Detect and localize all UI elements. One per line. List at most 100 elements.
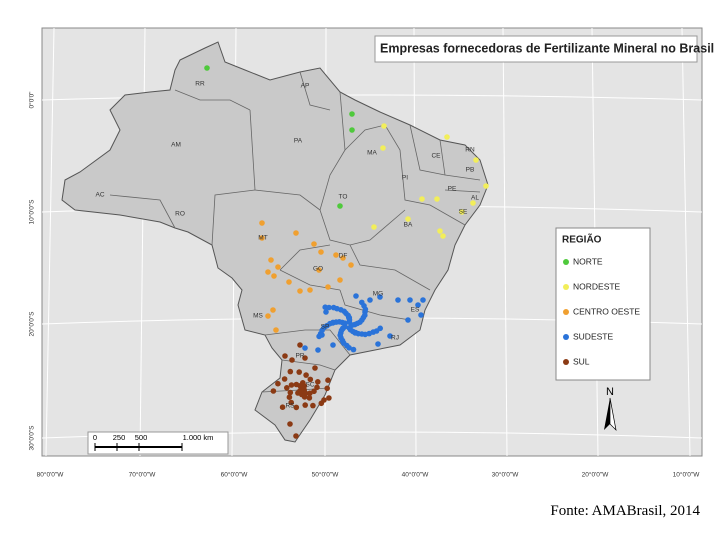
company-point bbox=[419, 196, 425, 202]
company-point bbox=[286, 394, 293, 401]
state-label: AP bbox=[301, 83, 310, 90]
state-label: GO bbox=[313, 266, 323, 273]
legend-swatch bbox=[563, 259, 569, 265]
company-point bbox=[349, 127, 355, 133]
company-point bbox=[312, 365, 318, 371]
company-point bbox=[265, 269, 271, 275]
legend-swatch bbox=[563, 284, 569, 290]
company-point bbox=[373, 328, 380, 334]
state-label: RS bbox=[285, 403, 295, 410]
company-point bbox=[420, 297, 426, 303]
company-point bbox=[375, 341, 381, 347]
state-label: AL bbox=[471, 195, 479, 202]
scale-label: 1.000 km bbox=[183, 433, 214, 442]
scale-bar bbox=[87, 431, 229, 455]
state-borders bbox=[109, 71, 481, 393]
north-label: N bbox=[606, 386, 614, 398]
company-point bbox=[321, 397, 327, 403]
company-point bbox=[330, 342, 336, 348]
company-point bbox=[395, 297, 401, 303]
company-point bbox=[407, 297, 413, 303]
company-point bbox=[418, 312, 424, 318]
latitude-label: 0°0'0" bbox=[28, 91, 36, 109]
state-label: PI bbox=[402, 175, 408, 182]
company-point bbox=[265, 313, 271, 319]
state-label: SE bbox=[459, 209, 468, 216]
company-point bbox=[204, 65, 210, 71]
scale-label: 500 bbox=[135, 433, 148, 442]
company-point bbox=[323, 309, 329, 315]
legend-label: NORTE bbox=[573, 256, 603, 266]
company-point bbox=[362, 312, 368, 319]
company-point bbox=[325, 284, 331, 290]
state-label: MA bbox=[367, 150, 377, 157]
state-label: RJ bbox=[391, 335, 399, 342]
company-point bbox=[306, 395, 313, 401]
company-point bbox=[259, 220, 265, 226]
company-point bbox=[340, 325, 346, 332]
company-point bbox=[307, 390, 313, 397]
company-point bbox=[357, 319, 363, 326]
company-point bbox=[349, 111, 355, 117]
company-point bbox=[340, 340, 347, 346]
company-point bbox=[284, 385, 290, 391]
company-point bbox=[259, 235, 265, 241]
company-point bbox=[321, 324, 328, 331]
company-point bbox=[337, 332, 344, 339]
company-point bbox=[319, 332, 325, 338]
company-point bbox=[415, 302, 421, 308]
legend-label: CENTRO OESTE bbox=[573, 306, 640, 316]
state-label: DF bbox=[339, 253, 348, 260]
company-point bbox=[288, 382, 295, 388]
company-point bbox=[318, 249, 324, 255]
company-point bbox=[444, 134, 450, 140]
company-point bbox=[367, 297, 373, 303]
company-point bbox=[289, 357, 295, 363]
company-point bbox=[307, 376, 314, 383]
legend-swatch bbox=[563, 334, 569, 340]
company-point bbox=[348, 262, 354, 268]
company-point bbox=[362, 331, 369, 338]
state-label: ES bbox=[411, 307, 420, 314]
company-point bbox=[371, 224, 377, 230]
legend-label: SUL bbox=[573, 356, 590, 366]
company-point bbox=[282, 353, 288, 359]
company-point bbox=[405, 317, 411, 323]
company-point bbox=[440, 233, 446, 239]
company-point bbox=[307, 287, 313, 293]
company-point bbox=[346, 314, 353, 321]
state-label: MS bbox=[253, 313, 263, 320]
map: Empresas fornecedoras de Fertilizante Mi… bbox=[28, 27, 714, 479]
company-point bbox=[293, 404, 300, 411]
company-point bbox=[299, 385, 305, 392]
company-point bbox=[381, 123, 387, 129]
company-point bbox=[349, 322, 355, 329]
state-label: RO bbox=[175, 211, 185, 218]
company-point bbox=[297, 342, 303, 348]
company-point bbox=[287, 389, 294, 396]
latitude-label: 20°0'0"S bbox=[28, 311, 36, 337]
company-point bbox=[459, 209, 465, 215]
company-point bbox=[270, 307, 276, 313]
company-point bbox=[315, 379, 321, 385]
company-point bbox=[279, 404, 286, 411]
company-point bbox=[273, 327, 279, 333]
state-label: PA bbox=[294, 138, 303, 145]
state-label: RR bbox=[195, 81, 205, 88]
company-point bbox=[322, 304, 329, 311]
state-label: BA bbox=[404, 222, 413, 229]
company-point bbox=[337, 203, 343, 209]
state-label: AC bbox=[95, 192, 104, 199]
company-point bbox=[281, 376, 288, 382]
longitude-label: 50°0'0"W bbox=[312, 471, 340, 479]
state-label: SP bbox=[321, 324, 330, 331]
state-label: PB bbox=[466, 167, 475, 174]
company-point bbox=[287, 421, 293, 427]
company-point bbox=[377, 294, 383, 300]
company-point bbox=[324, 385, 331, 392]
company-point bbox=[314, 384, 320, 391]
company-point bbox=[337, 277, 343, 283]
legend-box bbox=[555, 227, 651, 381]
legend-label: SUDESTE bbox=[573, 331, 613, 341]
north-arrow bbox=[604, 398, 610, 430]
